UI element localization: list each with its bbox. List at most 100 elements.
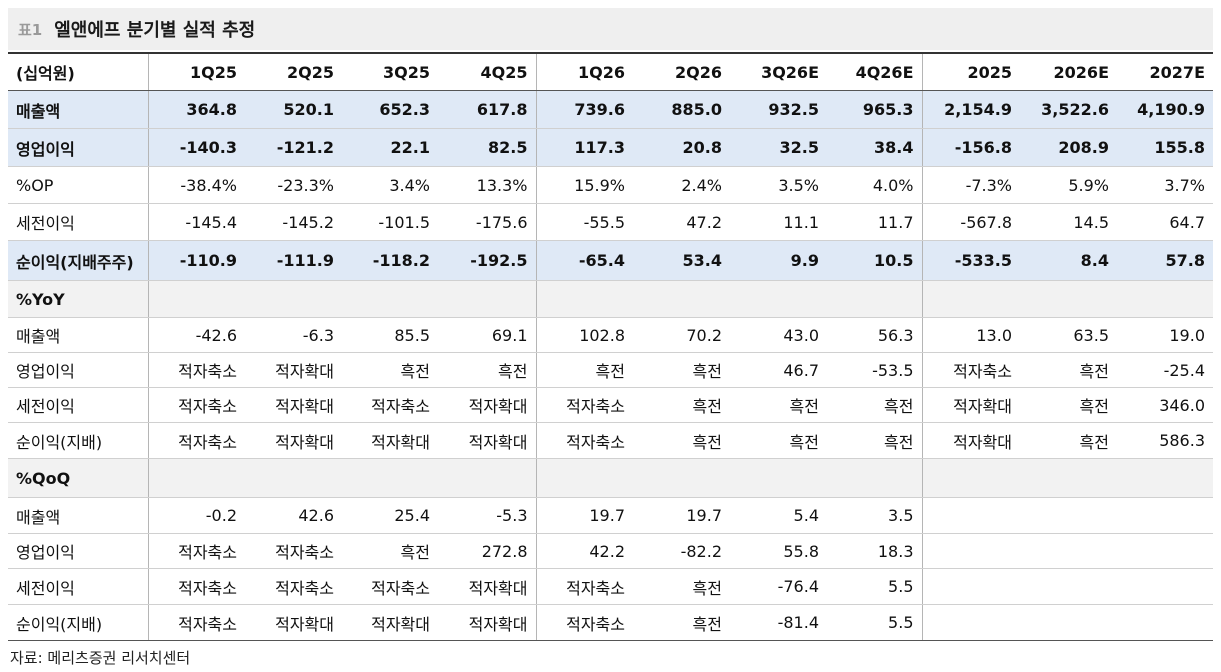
table-cell: 적자축소 bbox=[147, 568, 245, 605]
header-cell: (십억원) bbox=[8, 52, 148, 91]
table-cell: 적자축소 bbox=[535, 604, 633, 641]
table-cell bbox=[921, 458, 1020, 498]
table-cell bbox=[921, 280, 1020, 318]
table-cell bbox=[633, 458, 730, 498]
table-cell bbox=[1020, 280, 1117, 318]
table-cell: -156.8 bbox=[921, 128, 1020, 167]
table-cell: 965.3 bbox=[827, 90, 922, 129]
row-label: 영업이익 bbox=[8, 533, 148, 569]
table-cell: -25.4 bbox=[1117, 352, 1213, 388]
table-row: 세전이익 적자축소 적자확대 적자축소 적자확대 적자축소 흑전 흑전 흑전 적자확대 흑전 346.… bbox=[8, 387, 1213, 423]
table-cell: 652.3 bbox=[342, 90, 438, 129]
table-row: 매출액 -42.6 -6.3 85.5 69.1 102.8 70.2 43.0 56.3 13.… bbox=[8, 317, 1213, 353]
table-row: 세전이익 -145.4 -145.2 -101.5 -175.6 -55.5 47.2 11.… bbox=[8, 203, 1213, 241]
title-bar: 표1 엘앤에프 분기별 실적 추정 bbox=[8, 8, 1213, 50]
table-cell: 적자축소 bbox=[245, 568, 342, 605]
table-cell: -42.6 bbox=[147, 317, 245, 353]
row-label: %QoQ bbox=[8, 458, 148, 498]
header-cell: 2025 bbox=[921, 52, 1020, 91]
table-cell: 적자축소 bbox=[147, 422, 245, 459]
table-cell bbox=[921, 497, 1020, 534]
row-label: 매출액 bbox=[8, 317, 148, 353]
table-cell: -567.8 bbox=[921, 203, 1020, 241]
table-cell: 3.5 bbox=[827, 497, 922, 534]
table-cell: 69.1 bbox=[438, 317, 536, 353]
table-cell bbox=[1117, 533, 1213, 569]
table-cell: 흑전 bbox=[1020, 422, 1117, 459]
header-cell: 4Q26E bbox=[827, 52, 922, 91]
title: 엘앤에프 분기별 실적 추정 bbox=[54, 20, 256, 41]
row-label: 순이익(지배) bbox=[8, 422, 148, 459]
table-cell: -140.3 bbox=[147, 128, 245, 167]
table-cell bbox=[1020, 533, 1117, 569]
table-cell: 흑전 bbox=[633, 387, 730, 423]
table-cell bbox=[245, 458, 342, 498]
row-label: 세전이익 bbox=[8, 203, 148, 241]
table-cell: 적자축소 bbox=[147, 604, 245, 641]
row-label: 영업이익 bbox=[8, 128, 148, 167]
table-cell bbox=[1020, 604, 1117, 641]
row-label: 순이익(지배주주) bbox=[8, 240, 148, 281]
table-cell: 흑전 bbox=[535, 352, 633, 388]
table-cell: 적자확대 bbox=[921, 422, 1020, 459]
table-cell: 흑전 bbox=[730, 422, 827, 459]
table-cell bbox=[535, 458, 633, 498]
table-cell: 22.1 bbox=[342, 128, 438, 167]
header-cell: 4Q25 bbox=[438, 52, 536, 91]
table-cell bbox=[342, 280, 438, 318]
table-cell: 흑전 bbox=[342, 352, 438, 388]
header-cell: 2Q25 bbox=[245, 52, 342, 91]
row-label: 세전이익 bbox=[8, 387, 148, 423]
table-cell: 적자확대 bbox=[342, 422, 438, 459]
table-cell: 32.5 bbox=[730, 128, 827, 167]
table-cell: 38.4 bbox=[827, 128, 922, 167]
table-cell bbox=[1117, 604, 1213, 641]
header-cell: 1Q26 bbox=[535, 52, 633, 91]
section-row: %YoY bbox=[8, 280, 1213, 318]
table-cell: 53.4 bbox=[633, 240, 730, 281]
table-cell: -6.3 bbox=[245, 317, 342, 353]
table-cell: 42.6 bbox=[245, 497, 342, 534]
table-cell: -0.2 bbox=[147, 497, 245, 534]
table-row: 순이익(지배주주) -110.9 -111.9 -118.2 -192.5 -65.4 53… bbox=[8, 240, 1213, 281]
table-cell bbox=[827, 280, 922, 318]
table-cell: 82.5 bbox=[438, 128, 536, 167]
table: (십억원) 1Q25 2Q25 3Q25 4Q25 1Q26 2Q26 3Q26E 4Q26E 2… bbox=[8, 52, 1213, 641]
table-cell bbox=[921, 568, 1020, 605]
table-cell: 2.4% bbox=[633, 166, 730, 204]
table-cell: 적자축소 bbox=[342, 568, 438, 605]
table-cell bbox=[1020, 458, 1117, 498]
table-cell: 42.2 bbox=[535, 533, 633, 569]
table-cell: -145.2 bbox=[245, 203, 342, 241]
table-cell: 19.7 bbox=[535, 497, 633, 534]
table-cell: 9.9 bbox=[730, 240, 827, 281]
table-cell: -53.5 bbox=[827, 352, 922, 388]
table-cell: 208.9 bbox=[1020, 128, 1117, 167]
table-cell bbox=[438, 280, 536, 318]
header-cell: 1Q25 bbox=[147, 52, 245, 91]
table-cell: 흑전 bbox=[633, 352, 730, 388]
table-cell: -533.5 bbox=[921, 240, 1020, 281]
table-cell bbox=[438, 458, 536, 498]
table-cell: -175.6 bbox=[438, 203, 536, 241]
header-cell: 2027E bbox=[1117, 52, 1213, 91]
table-cell: 3,522.6 bbox=[1020, 90, 1117, 129]
table-cell: 흑전 bbox=[730, 387, 827, 423]
table-cell: 19.0 bbox=[1117, 317, 1213, 353]
table-cell: 흑전 bbox=[1020, 387, 1117, 423]
table-cell: 적자축소 bbox=[245, 533, 342, 569]
table-cell: 적자확대 bbox=[245, 422, 342, 459]
table-cell bbox=[1117, 280, 1213, 318]
table-cell: 155.8 bbox=[1117, 128, 1213, 167]
table-cell: 적자확대 bbox=[245, 352, 342, 388]
table-cell: -111.9 bbox=[245, 240, 342, 281]
row-label: %YoY bbox=[8, 280, 148, 318]
table-cell: 적자축소 bbox=[921, 352, 1020, 388]
table-cell: -82.2 bbox=[633, 533, 730, 569]
table-row: 영업이익 -140.3 -121.2 22.1 82.5 117.3 20.8 32.5 38.… bbox=[8, 128, 1213, 167]
table-row: 매출액 -0.2 42.6 25.4 -5.3 19.7 19.7 5.4 3.5 bbox=[8, 497, 1213, 534]
table-cell: 15.9% bbox=[535, 166, 633, 204]
row-label: 세전이익 bbox=[8, 568, 148, 605]
table-cell: 적자확대 bbox=[245, 604, 342, 641]
header-cell: 2026E bbox=[1020, 52, 1117, 91]
